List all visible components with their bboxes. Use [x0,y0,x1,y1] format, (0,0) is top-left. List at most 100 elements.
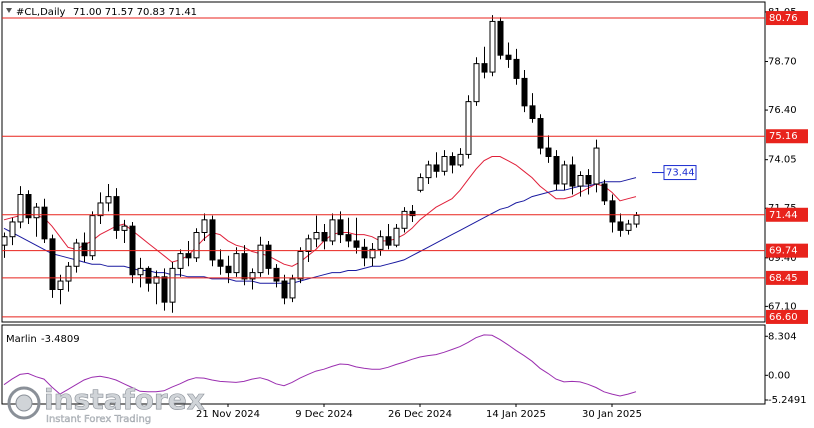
x-tick-label: 9 Dec 2024 [295,409,353,420]
moving-average [3,177,637,284]
candle-body [305,238,312,252]
candle-body [585,175,592,185]
candle-body [617,221,624,231]
level-label-box [766,309,808,324]
candle-body [489,20,496,73]
logo-ring [7,386,41,420]
watermark: instaforex Instant Forex Trading [7,383,205,425]
candle-body [633,214,640,225]
candle-body [169,267,176,303]
y-tick-label: 74.05 [768,155,797,166]
candle-body [313,232,320,240]
y-tick-label: 67.10 [768,301,797,312]
candle-body [257,244,264,274]
indicator-value: -3.4809 [41,334,80,345]
y-tick-label: 69.40 [768,253,797,264]
candle-body [601,183,608,202]
y-tick-label: -5.2491 [768,395,807,406]
candle-body [401,210,408,229]
candle-body [145,267,152,284]
candle-body [1,236,8,246]
candle-body [273,267,280,282]
candle-body [297,250,304,280]
candle-body [9,221,16,238]
candle-body [457,153,464,166]
level-label: 66.60 [769,312,798,323]
candle-body [49,238,56,290]
candle-body [57,280,64,290]
candle-body [609,200,616,223]
level-label-box [766,243,808,258]
candle-body [33,206,40,219]
x-tick-label: 26 Dec 2024 [388,409,452,420]
candle-body [377,236,384,250]
candle-body [17,194,24,223]
candle-body [473,63,480,103]
symbol: #CL,Daily [16,7,65,18]
candle-body [513,58,520,79]
level-label: 75.16 [769,131,798,142]
candle-body [201,219,208,234]
indicator-name: Marlin [6,334,37,345]
candle-body [265,244,272,269]
level-label-box [766,11,808,26]
candle-body [153,276,160,284]
candle-body [521,77,528,107]
candle-body [81,242,88,257]
level-label: 69.74 [769,246,798,257]
candle-body [241,253,248,280]
candle-body [329,219,336,242]
candle-body [113,196,120,231]
price-marker-label: 73.44 [666,168,695,179]
candle-body [177,253,184,269]
candle-body [345,234,352,242]
brand-tagline: Instant Forex Trading [46,414,151,425]
candle-body [353,240,360,248]
candle-body [537,118,544,149]
level-label: 80.76 [769,13,798,24]
x-tick-label: 21 Nov 2024 [196,409,260,420]
level-label: 71.44 [769,210,798,221]
candle-body [161,276,168,303]
candle-body [97,202,104,217]
moving-average [3,156,637,267]
candle-body [449,156,456,166]
oscillator-line [3,334,637,397]
candle-body [465,101,472,155]
candle-body [25,194,32,219]
price-panel-frame [1,1,766,323]
y-tick-label: 0.00 [768,370,790,381]
candle-body [481,63,488,73]
candle-body [105,196,112,204]
candle-body [409,210,416,217]
candle-body [337,219,344,236]
y-tick-label: 8.304 [768,331,797,342]
candle-body [553,156,560,185]
symbol-icon [6,8,12,13]
price-marker-box [663,165,697,181]
candle-body [281,280,288,299]
candle-body [209,219,216,261]
candle-body [289,278,296,299]
candle-body [121,225,128,231]
logo-core [15,394,33,412]
candle-body [65,265,72,282]
level-label-box [766,270,808,285]
candle-body [225,265,232,274]
candle-body [137,267,144,276]
candle-body [193,232,200,259]
candle-body [321,232,328,242]
candle-body [441,156,448,172]
candle-body [249,272,256,280]
candle-body [217,259,224,267]
level-label-box [766,207,808,222]
candle-body [433,164,440,172]
candle-body [385,236,392,246]
y-tick-label: 76.40 [768,105,797,116]
candle-body [593,147,600,185]
ohlc: 71.00 71.57 70.83 71.41 [73,7,197,18]
brand-name: instaforex [44,383,205,416]
candle-body [185,253,192,259]
candle-body [497,20,504,56]
